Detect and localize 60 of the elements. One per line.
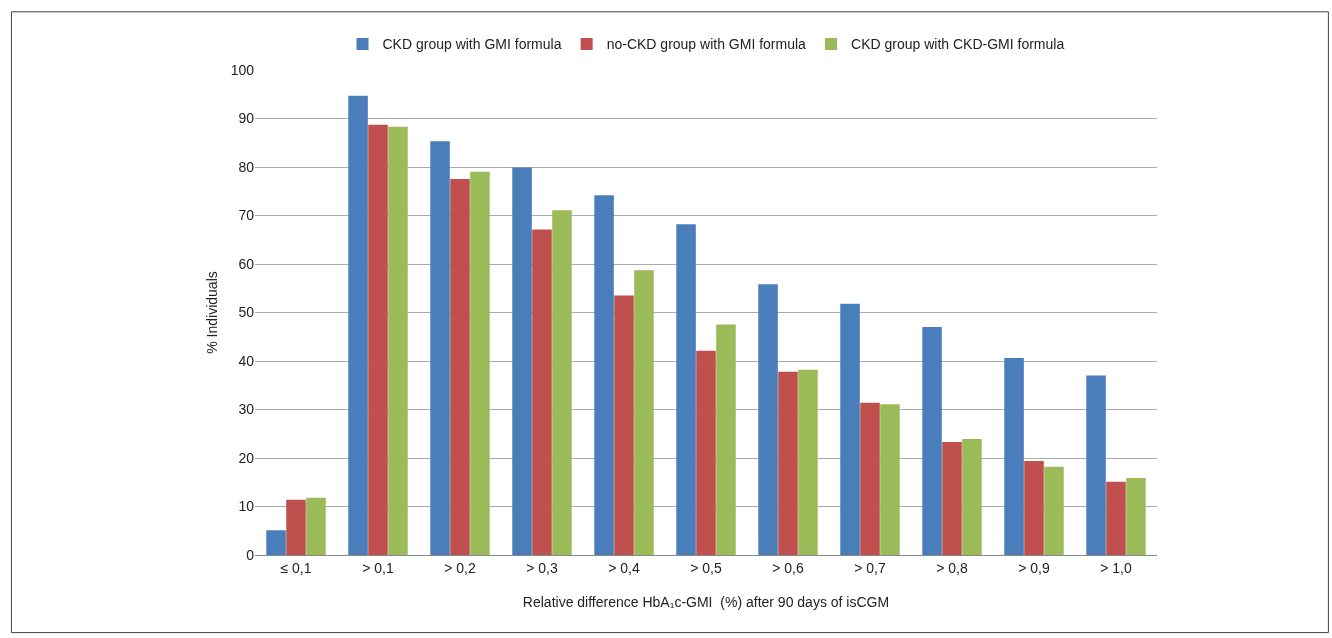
x-tick-label: ≤ 0,1	[280, 559, 312, 576]
y-tick-label: 40	[238, 352, 255, 369]
y-tick-label: 60	[238, 255, 255, 272]
bar	[840, 303, 860, 555]
bar	[1044, 466, 1064, 555]
legend-label: no-CKD group with GMI formula	[606, 36, 807, 53]
bar	[758, 284, 778, 555]
bar	[614, 295, 634, 555]
bar	[552, 210, 572, 555]
x-tick-label: > 0,1	[362, 559, 394, 576]
y-tick-label: 70	[238, 207, 255, 224]
bar	[470, 171, 490, 555]
x-tick-label: > 0,2	[444, 559, 476, 576]
bar	[942, 441, 962, 555]
y-tick-label: 20	[238, 449, 255, 466]
bar	[368, 124, 388, 555]
y-tick-label: 10	[238, 498, 255, 515]
bar	[922, 327, 942, 555]
bar	[450, 179, 470, 555]
legend-label: CKD group with CKD-GMI formula	[851, 36, 1065, 53]
bar	[306, 497, 326, 555]
legend-label: CKD group with GMI formula	[382, 36, 562, 53]
y-tick-label: 90	[238, 110, 255, 127]
x-tick-label: > 0,4	[608, 559, 640, 576]
x-tick-label: > 0,9	[1018, 559, 1050, 576]
x-tick-label: > 0,6	[772, 559, 804, 576]
bar	[716, 324, 736, 555]
x-axis-title: Relative difference HbA₁c-GMI (%) after 90 days of isCGM	[522, 594, 890, 610]
bar	[1004, 358, 1024, 555]
bar	[1086, 375, 1106, 555]
bar	[594, 195, 614, 555]
bar	[532, 229, 552, 555]
x-tick-label: > 0,7	[854, 559, 886, 576]
y-tick-label: 50	[238, 304, 255, 321]
bar	[286, 499, 306, 555]
bar	[696, 350, 716, 555]
bar	[348, 95, 368, 555]
y-tick-label: 100	[230, 61, 255, 78]
bar	[778, 371, 798, 555]
bar	[266, 530, 286, 555]
bar	[388, 126, 408, 555]
bar	[860, 402, 880, 555]
bar	[430, 141, 450, 555]
bar	[634, 270, 654, 555]
bar	[1024, 460, 1044, 555]
bar	[1126, 477, 1146, 555]
bar	[798, 369, 818, 555]
y-tick-label: 30	[238, 401, 255, 418]
y-tick-label: 0	[246, 546, 255, 563]
y-axis-title: % Individuals	[204, 271, 220, 354]
bar	[962, 439, 982, 555]
bar	[512, 167, 532, 555]
bar	[880, 404, 900, 555]
x-tick-label: > 0,3	[526, 559, 558, 576]
bar	[676, 224, 696, 555]
bar	[1106, 481, 1126, 555]
y-tick-label: 80	[238, 158, 255, 175]
x-tick-label: > 1,0	[1100, 559, 1132, 576]
x-tick-label: > 0,8	[936, 559, 968, 576]
x-tick-label: > 0,5	[690, 559, 722, 576]
